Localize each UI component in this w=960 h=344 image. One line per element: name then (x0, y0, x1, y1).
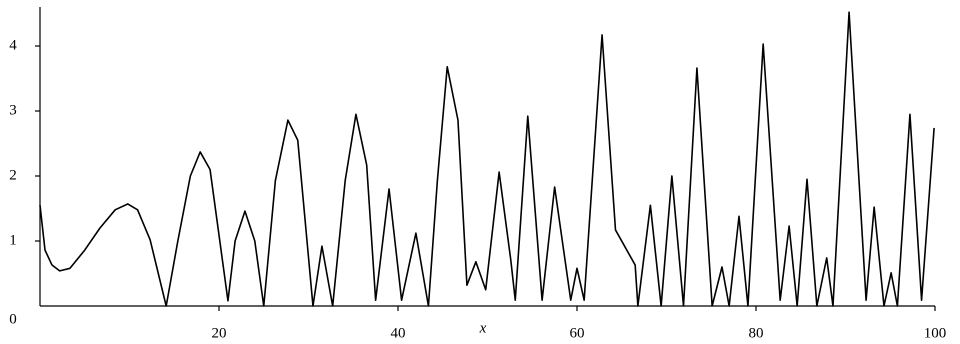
x-tick-label: 20 (212, 325, 227, 341)
y-tick-label: 1 (9, 232, 17, 248)
x-tick-label: 40 (391, 325, 406, 341)
x-tick-label: 100 (924, 325, 947, 341)
y-tick-label: 2 (9, 167, 17, 183)
y-tick-label: 4 (9, 37, 17, 53)
x-tick-label: 60 (570, 325, 585, 341)
data-line (39, 11, 935, 307)
x-axis-label: x (479, 320, 487, 336)
y-tick-label: 3 (9, 102, 17, 118)
x-tick-label: 80 (749, 325, 764, 341)
y-tick-label: 0 (9, 311, 17, 327)
